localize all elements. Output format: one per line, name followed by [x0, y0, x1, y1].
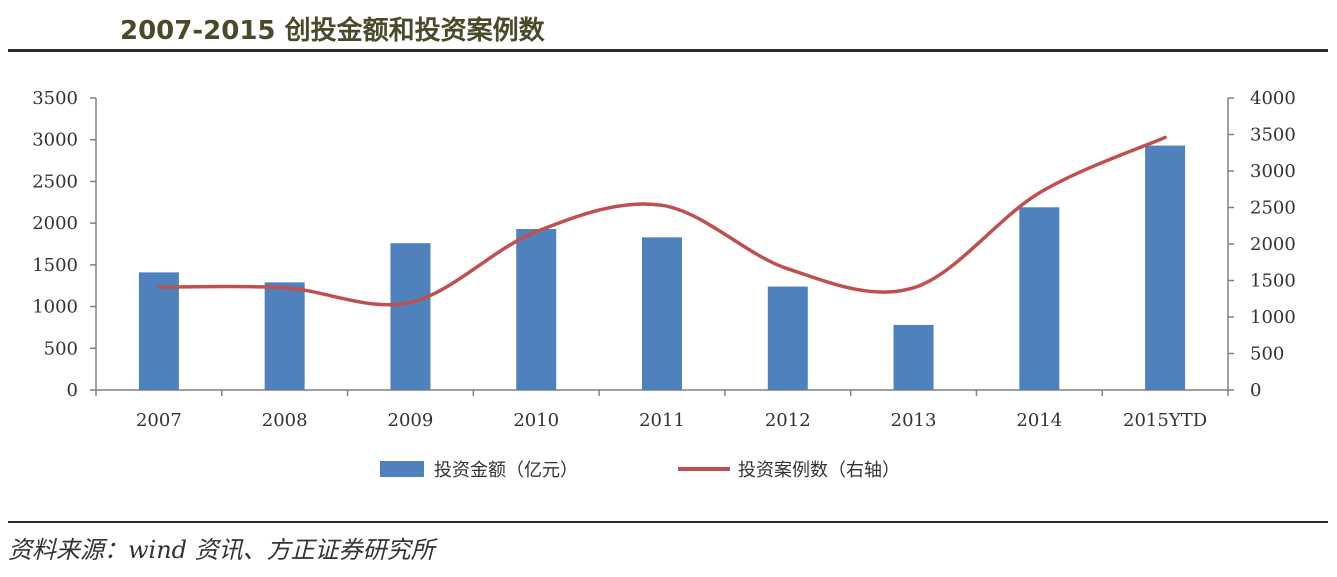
left-tick-label: 2000: [32, 213, 78, 234]
line-series: [157, 135, 1167, 307]
combo-chart: 0 500 1000 1500 2000 2500 3000 3500 0 500 1000 1500…: [32, 88, 1296, 481]
right-tick-label: 4000: [1250, 88, 1296, 109]
right-tick-label: 2500: [1250, 198, 1296, 219]
x-tick-label: 2015YTD: [1123, 410, 1207, 431]
left-tick-label: 2500: [32, 171, 78, 192]
x-tick-label: 2007: [136, 410, 182, 431]
left-tick-label: 0: [67, 380, 78, 401]
bar: [264, 282, 305, 390]
left-tick-label: 3500: [32, 88, 78, 109]
x-tick-label: 2010: [513, 410, 559, 431]
legend-bar-swatch: [380, 461, 424, 477]
bar: [1019, 207, 1060, 390]
source-note: 资料来源：wind 资讯、方正证券研究所: [8, 536, 435, 564]
x-tick-label: 2009: [388, 410, 434, 431]
x-tick-label: 2013: [891, 410, 937, 431]
chart-title: 2007-2015 创投金额和投资案例数: [120, 16, 545, 46]
bar: [390, 243, 431, 390]
legend-line-label: 投资案例数（右轴）: [738, 460, 900, 481]
x-tick-label: 2011: [639, 410, 685, 431]
bottom-divider: [8, 521, 1328, 523]
legend-bar-label: 投资金额（亿元）: [434, 460, 578, 481]
left-tick-label: 1000: [32, 297, 78, 318]
right-tick-label: 3500: [1250, 125, 1296, 146]
left-tick-label: 500: [44, 338, 78, 359]
bar: [893, 324, 934, 390]
left-tick-label: 1500: [32, 255, 78, 276]
bar: [516, 228, 557, 390]
right-tick-label: 1500: [1250, 271, 1296, 292]
bar: [138, 272, 179, 390]
bar: [767, 286, 808, 390]
legend: 投资金额（亿元） 投资案例数（右轴）: [380, 460, 900, 481]
x-tick-label: 2014: [1016, 410, 1062, 431]
right-tick-label: 3000: [1250, 161, 1296, 182]
bar: [1145, 145, 1186, 390]
right-tick-label: 2000: [1250, 234, 1296, 255]
x-tick-label: 2008: [262, 410, 308, 431]
right-tick-label: 1000: [1250, 307, 1296, 328]
bar: [642, 237, 682, 390]
x-tick-label: 2012: [765, 410, 811, 431]
bar-series: [138, 145, 1186, 390]
left-tick-label: 3000: [32, 130, 78, 151]
right-tick-label: 0: [1250, 380, 1261, 401]
top-divider: [8, 49, 1328, 52]
right-tick-label: 500: [1250, 344, 1284, 365]
